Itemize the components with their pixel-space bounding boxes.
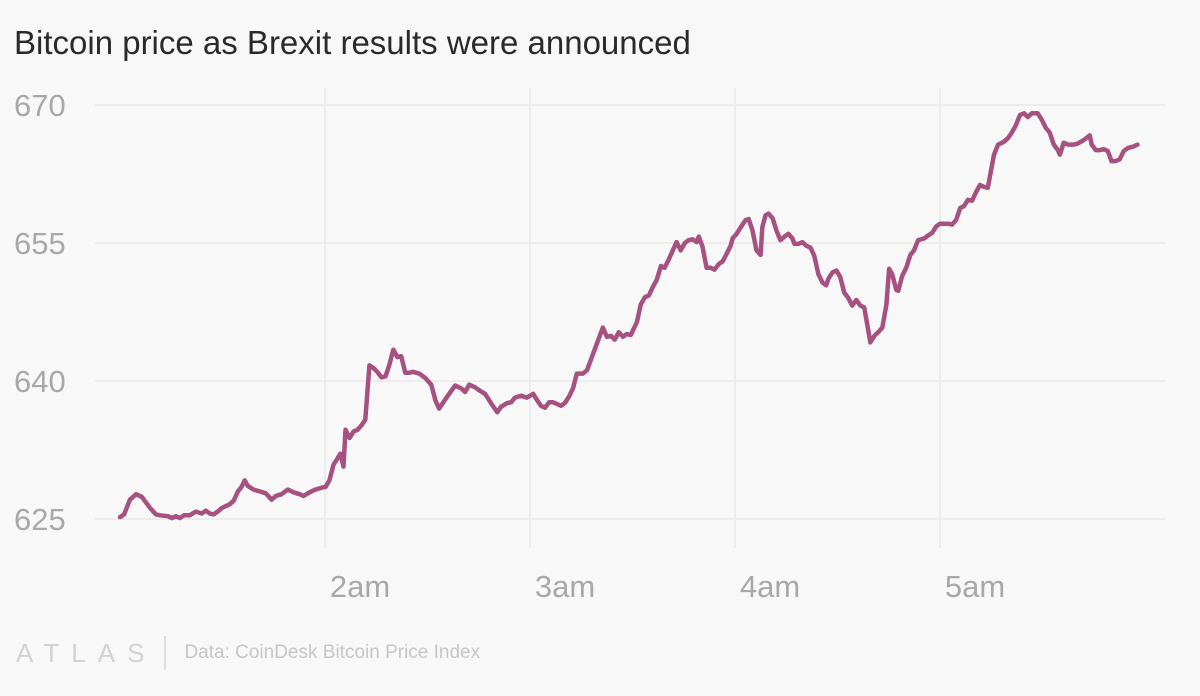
gridlines	[95, 88, 1165, 548]
chart-title: Bitcoin price as Brexit results were ann…	[14, 24, 691, 61]
data-source: Data: CoinDesk Bitcoin Price Index	[184, 642, 481, 663]
y-tick-label: 640	[14, 364, 66, 399]
price-line	[117, 111, 1140, 521]
y-tick-label: 670	[14, 88, 66, 123]
y-tick-label: 655	[14, 226, 66, 261]
x-tick-label: 5am	[945, 569, 1005, 604]
footer-divider	[164, 636, 167, 670]
x-tick-label: 3am	[535, 569, 595, 604]
x-axis-ticks: 2am 3am 4am 5am	[330, 569, 1005, 604]
atlas-logo: ATLAS	[16, 637, 157, 668]
footer: ATLAS Data: CoinDesk Bitcoin Price Index	[16, 636, 480, 670]
y-axis-ticks: 625 640 655 670	[14, 88, 66, 537]
y-tick-label: 625	[14, 502, 66, 537]
x-tick-label: 4am	[740, 569, 800, 604]
x-tick-label: 2am	[330, 569, 390, 604]
